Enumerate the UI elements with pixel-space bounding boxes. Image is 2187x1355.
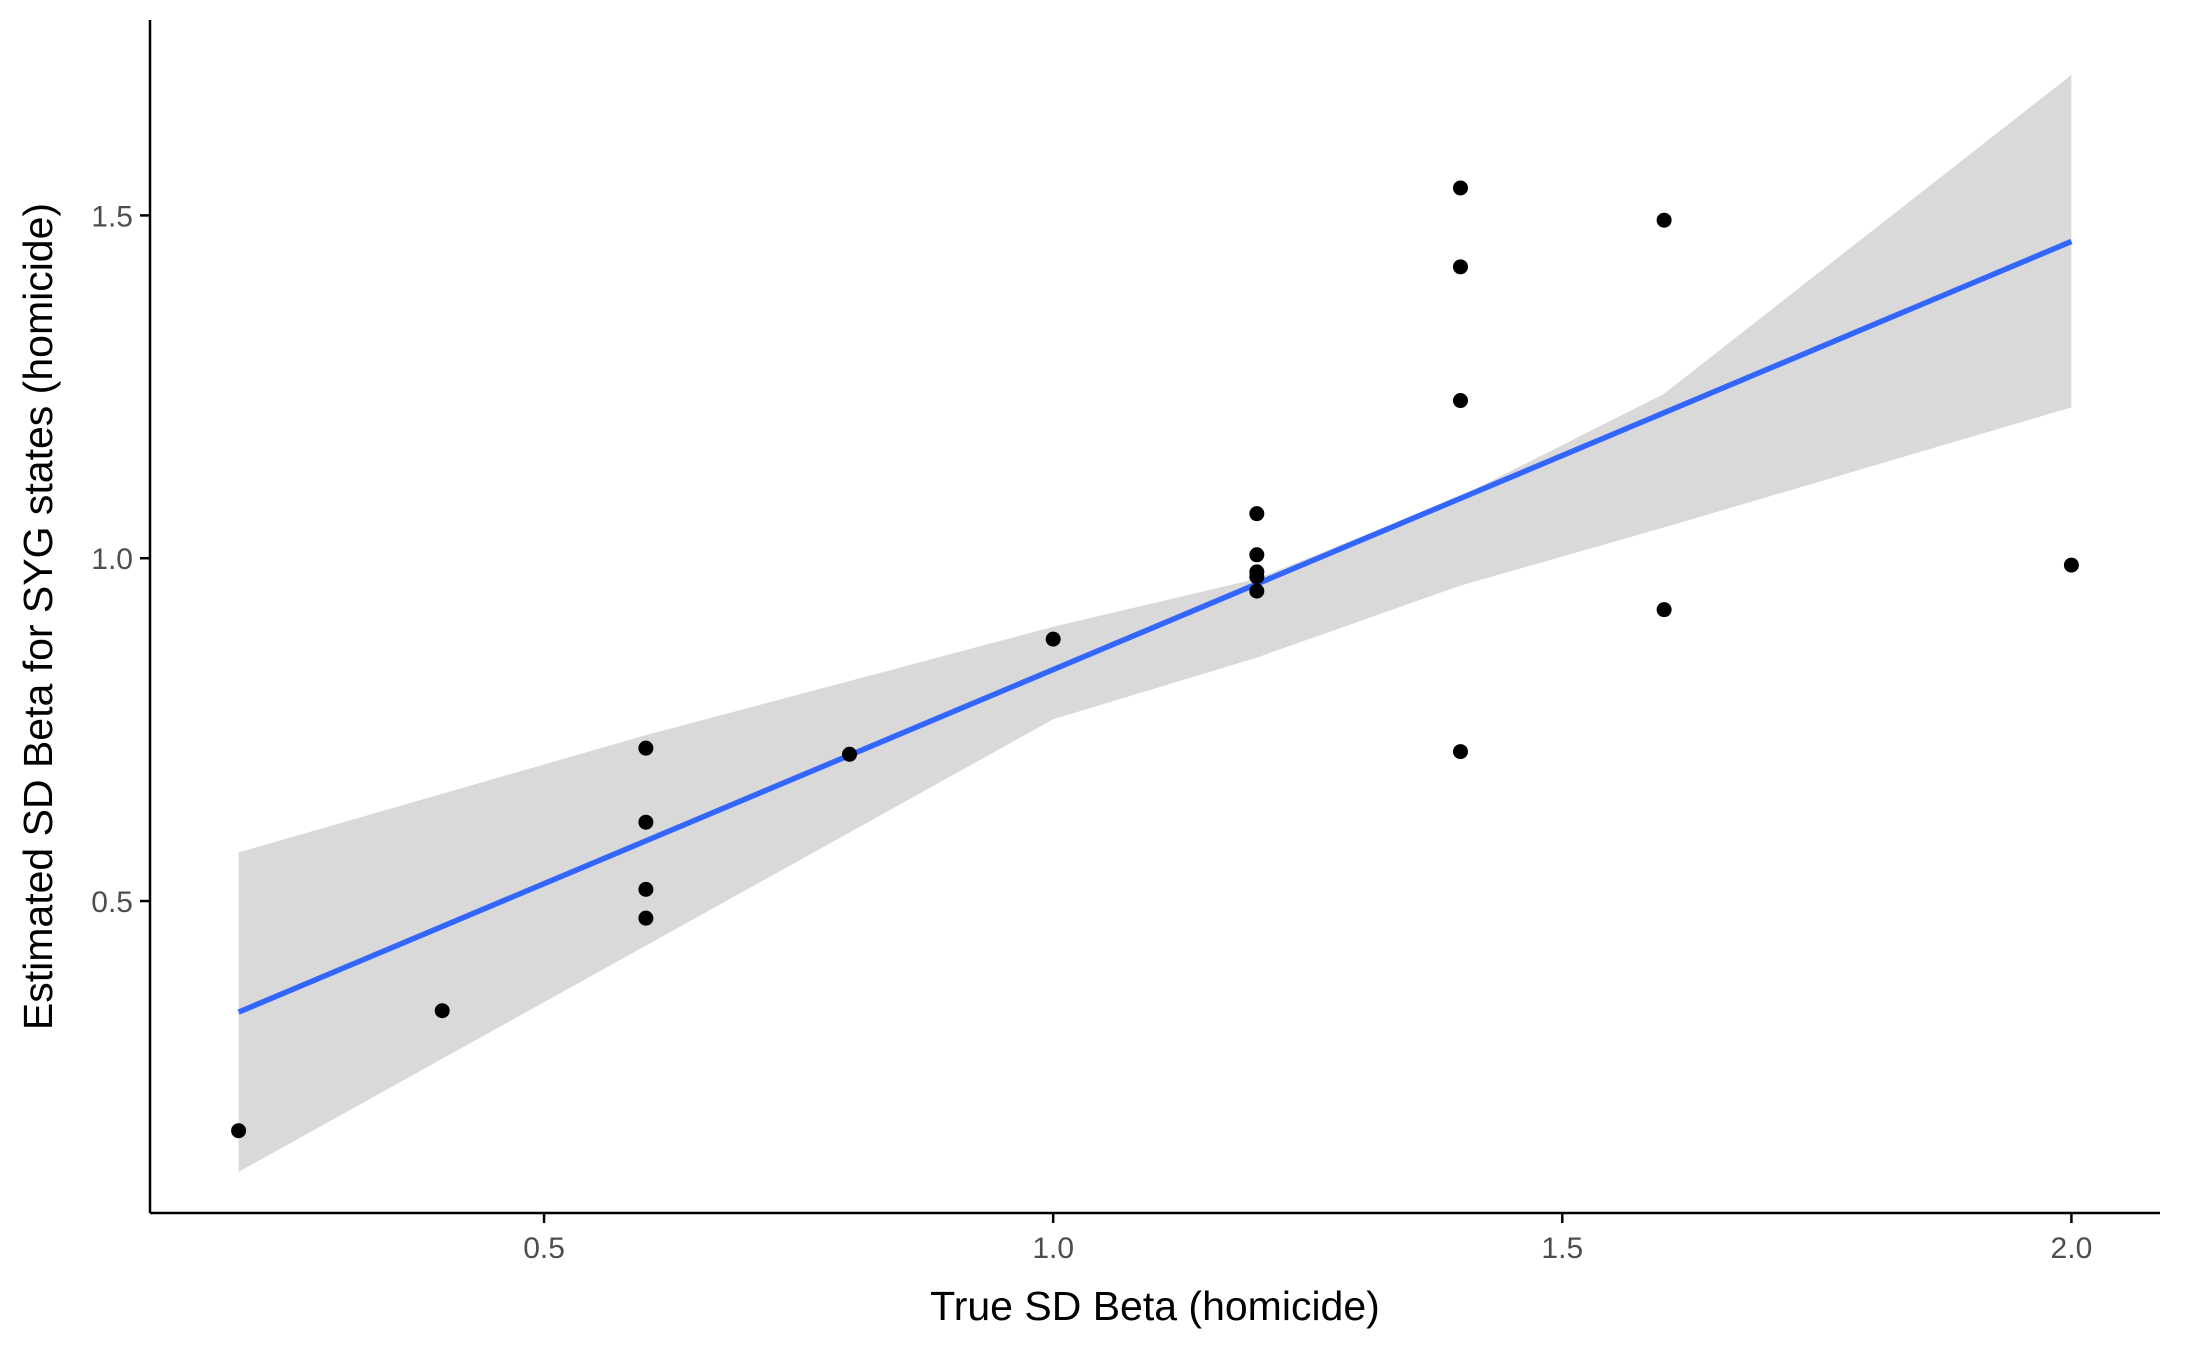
data-point <box>1249 506 1265 522</box>
data-point <box>638 881 654 897</box>
data-point <box>2063 557 2079 573</box>
fit-line-layer <box>237 238 2073 1015</box>
data-point <box>1452 180 1468 196</box>
regression-line <box>237 238 2073 1015</box>
x-tick-label: 1.0 <box>1032 1232 1074 1265</box>
data-point <box>231 1123 247 1139</box>
data-point <box>638 910 654 926</box>
x-tick-label: 2.0 <box>2051 1232 2093 1265</box>
data-point <box>1249 547 1265 563</box>
confidence-band <box>238 74 2072 1172</box>
x-tick-label: 0.5 <box>523 1232 565 1265</box>
axes-layer <box>148 20 2160 1215</box>
data-point <box>1045 631 1061 647</box>
data-point <box>434 1003 450 1019</box>
data-point <box>1452 259 1468 275</box>
data-point <box>1452 744 1468 760</box>
y-axis-title: Estimated SD Beta for SYG states (homici… <box>15 203 61 1030</box>
y-tick-label: 1.0 <box>91 543 133 576</box>
data-point <box>1656 212 1672 228</box>
data-point <box>638 814 654 830</box>
x-tick-label: 1.5 <box>1541 1232 1583 1265</box>
data-point <box>1452 393 1468 409</box>
y-tick-label: 1.5 <box>91 200 133 233</box>
data-point <box>1656 602 1672 618</box>
x-axis-title: True SD Beta (homicide) <box>930 1283 1380 1329</box>
confidence-band-layer <box>238 74 2072 1172</box>
ticks-layer: 0.5 1.0 1.5 2.0 0.5 1.0 1.5 <box>91 200 2092 1265</box>
y-tick-label: 0.5 <box>91 886 133 919</box>
data-point <box>1249 583 1265 599</box>
data-point <box>638 740 654 756</box>
data-points-layer <box>231 180 2079 1139</box>
data-point <box>1249 564 1265 580</box>
data-point <box>842 746 858 762</box>
